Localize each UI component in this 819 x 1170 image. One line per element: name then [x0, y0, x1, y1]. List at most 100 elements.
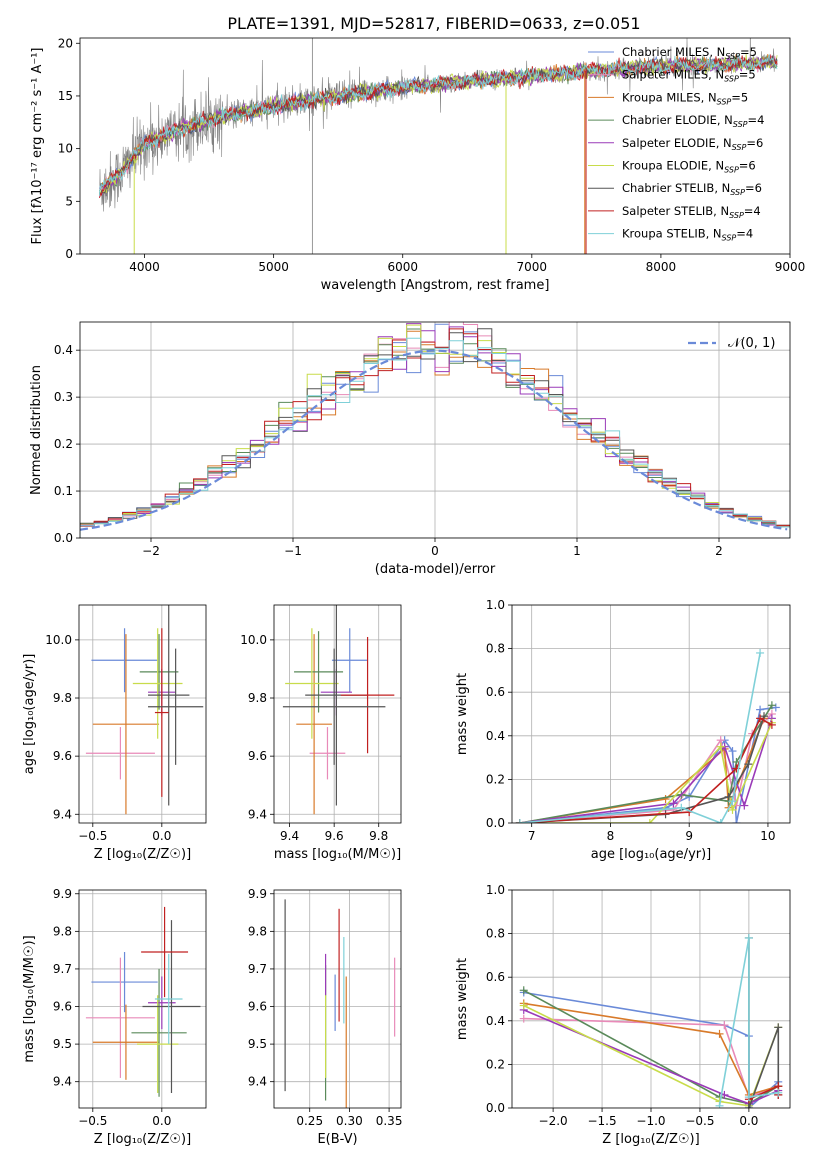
histogram-kroupa-stelib: [80, 337, 790, 538]
y-tick-label: 9.8: [248, 924, 267, 938]
series-kroupa-stelib: [519, 652, 761, 823]
figure-title: PLATE=1391, MJD=52817, FIBERID=0633, z=0…: [227, 14, 640, 33]
normal-curve: [80, 349, 788, 531]
x-tick-label: −0.5: [685, 1114, 714, 1128]
y-tick-label: 9.6: [53, 1000, 72, 1014]
point-marker: [728, 797, 737, 806]
axes-frame: [78, 889, 207, 1109]
x-tick-label: 8: [607, 829, 615, 843]
point-marker: [767, 720, 776, 729]
y-tick-label: 9.8: [53, 924, 72, 938]
legend-label: Chabrier ELODIE, NSSP=4: [622, 113, 764, 129]
spectrum-model-kroupa-stelib: [99, 53, 778, 196]
point-marker: [728, 747, 737, 756]
y-axis-label: Flux [fλ10⁻¹⁷ erg cm⁻² s⁻¹ A⁻¹]: [30, 48, 45, 245]
errorbar-chabrier-stelib: [148, 648, 204, 765]
errorbar-salpeter-miles: [85, 957, 155, 1078]
errorbar-kroupa-elodie: [132, 628, 183, 739]
y-tick-label: 0.0: [486, 1101, 505, 1115]
errorbar-chabrier-miles: [331, 628, 368, 693]
y-axis-label: Normed distribution: [29, 365, 44, 495]
x-axis-label: (data-model)/error: [375, 562, 496, 577]
legend-label: Chabrier MILES, NSSP=5: [622, 45, 757, 61]
x-tick-label: 5000: [258, 260, 289, 274]
errorbar-kroupa-elodie: [285, 628, 339, 739]
axes-frame: [79, 37, 791, 255]
y-tick-label: 0.2: [486, 772, 505, 786]
errorbar-salpeter-stelib: [154, 628, 169, 797]
panel-massweight-vs-age: 7 8 9 10 0.0 0.2 0.4 0.6 0.8 1.0 age [log₁₀(age/yr…: [455, 598, 791, 862]
y-tick-label: 15: [58, 89, 73, 103]
errorbar-chabrier-elodie: [294, 631, 344, 713]
x-tick-label: 9000: [775, 260, 806, 274]
x-tick-label: −2.0: [539, 1114, 568, 1128]
panel-spectrum: 4000 5000 6000 7000 8000 9000 0 5 10 15 20 waveleng…: [30, 36, 806, 293]
panel-massweight-vs-Z: −2.0 −1.5 −1.0 −0.5 0.0 0.0 0.2 0.4 0.6 0.8 1.0 Z […: [455, 883, 791, 1147]
y-tick-label: 0.6: [486, 685, 505, 699]
y-tick-label: 9.8: [53, 691, 72, 705]
point-marker: [744, 760, 753, 769]
x-tick-label: −0.5: [78, 829, 107, 843]
y-tick-label: 9.6: [248, 1000, 267, 1014]
errorbar-chabrier-stelib: [282, 648, 386, 765]
x-axis-label: Z [log₁₀(Z/Z☉)]: [94, 847, 191, 862]
x-axis-label: wavelength [Angstrom, rest frame]: [321, 278, 550, 293]
legend-label: Kroupa STELIB, NSSP=4: [622, 227, 753, 243]
point-marker: [774, 1023, 783, 1032]
plot-area: [99, 38, 778, 254]
panel-age-vs-Z: −0.5 0.0 9.4 9.6 9.8 10.0 Z [log₁₀(Z/Z☉)] age […: [22, 604, 207, 862]
y-axis-label: mass weight: [455, 673, 470, 755]
errorbar-chabrier-miles: [91, 628, 158, 693]
x-axis-label: Z [log₁₀(Z/Z☉)]: [602, 1132, 699, 1147]
y-tick-label: 1.0: [486, 883, 505, 897]
point-marker: [519, 1014, 528, 1023]
axes-frame: [273, 604, 402, 824]
point-marker: [756, 705, 765, 714]
y-tick-label: 9.9: [53, 887, 72, 901]
errorbar-kroupa-miles: [296, 634, 332, 815]
y-axis-label: mass [log₁₀(M/M☉)]: [22, 935, 37, 1062]
y-tick-label: 0.1: [54, 484, 73, 498]
plot-area: [512, 890, 790, 1108]
y-tick-label: 0.2: [54, 437, 73, 451]
x-axis-label: E(B-V): [317, 1132, 357, 1147]
point-marker: [669, 799, 678, 808]
series-salpeter-miles: [523, 1017, 779, 1099]
errorbar-kroupa-stelib: [154, 953, 183, 1045]
x-tick-label: −1: [284, 544, 302, 558]
point-marker: [677, 803, 686, 812]
spectrum-model-kroupa-elodie: [99, 54, 778, 195]
errorbar-chabrier-elodie: [131, 968, 187, 1097]
legend-label: Kroupa MILES, NSSP=5: [622, 90, 748, 106]
point-marker: [732, 819, 741, 823]
errorbar-chabrier-stelib: [148, 605, 190, 806]
axes-frame: [511, 604, 791, 824]
y-tick-label: 0.6: [486, 970, 505, 984]
x-tick-label: 2: [715, 544, 723, 558]
series-kroupa-miles: [523, 1002, 779, 1096]
y-tick-label: 0.8: [486, 642, 505, 656]
spectrum-model-salpeter-stelib: [99, 53, 778, 199]
errorbar-chabrier-elodie: [139, 634, 179, 710]
point-marker: [756, 648, 765, 657]
legend-label: Salpeter STELIB, NSSP=4: [622, 204, 761, 220]
point-marker: [661, 795, 670, 804]
point-marker: [756, 714, 765, 723]
plot-area: [274, 605, 401, 823]
point-marker: [728, 805, 737, 814]
plot-area: [80, 322, 790, 538]
x-tick-label: 0.0: [739, 1114, 758, 1128]
point-marker: [716, 742, 725, 751]
plot-area: [512, 605, 790, 823]
x-tick-label: −1.5: [587, 1114, 616, 1128]
y-axis-label: age [log₁₀(age/yr)]: [22, 654, 37, 775]
x-tick-label: 4000: [129, 260, 160, 274]
y-tick-label: 0.4: [54, 343, 73, 357]
x-tick-label: 0.25: [296, 1114, 323, 1128]
legend-label: Salpeter ELODIE, NSSP=6: [622, 136, 763, 152]
x-tick-label: 0: [431, 544, 439, 558]
point-marker: [744, 933, 753, 942]
legend-label: Kroupa ELODIE, NSSP=6: [622, 159, 756, 175]
y-tick-label: 10.0: [45, 633, 72, 647]
axes-frame: [273, 889, 402, 1109]
